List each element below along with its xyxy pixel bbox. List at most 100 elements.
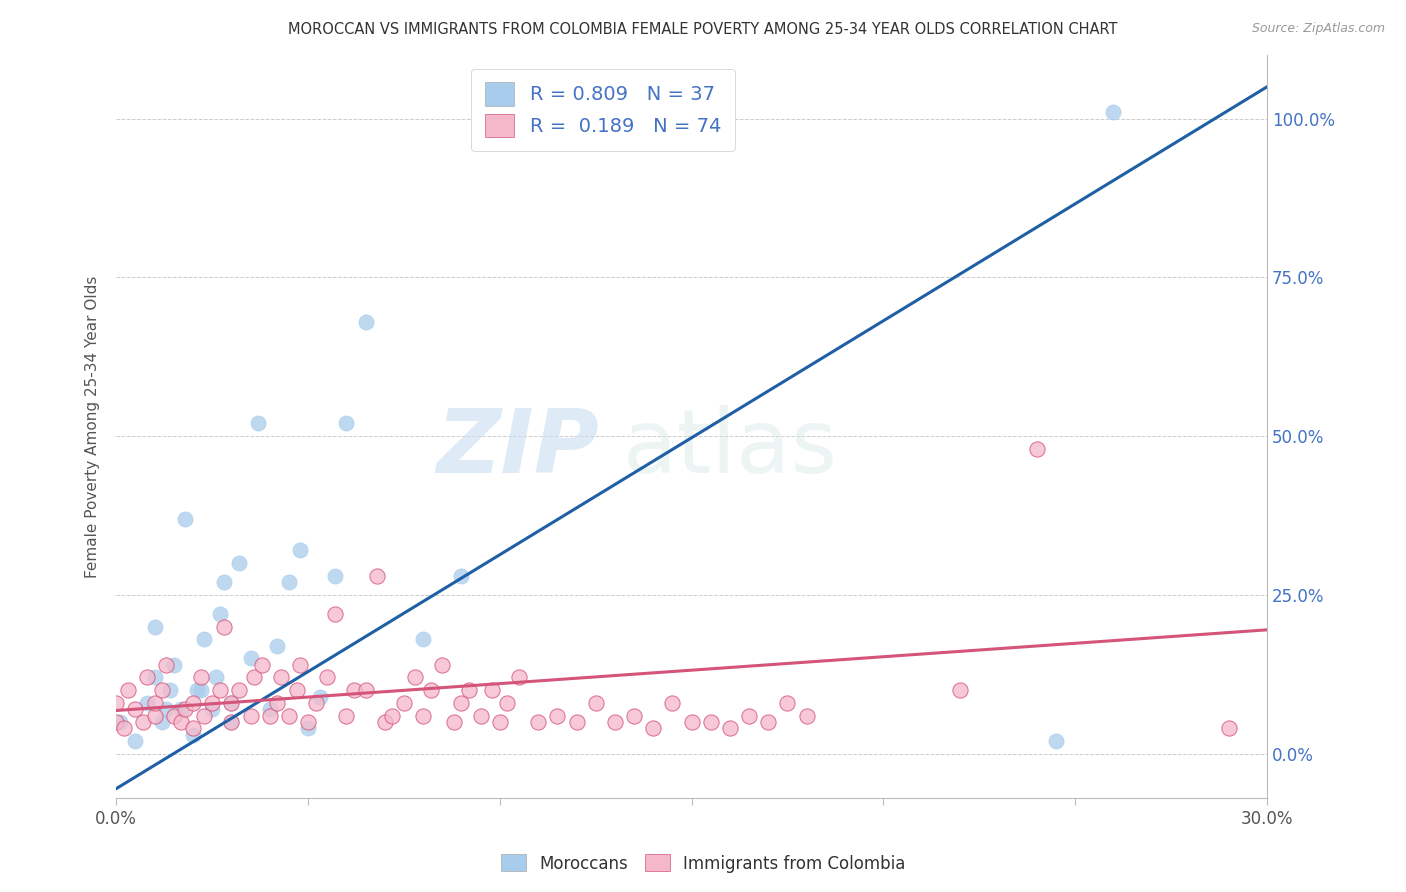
Point <box>392 696 415 710</box>
Point <box>208 683 231 698</box>
Point <box>277 575 299 590</box>
Point <box>221 714 243 729</box>
Point <box>290 657 312 672</box>
Point <box>661 696 683 710</box>
Point <box>239 708 262 723</box>
Point <box>450 696 472 710</box>
Point <box>174 512 197 526</box>
Point <box>643 721 665 735</box>
Legend: Moroccans, Immigrants from Colombia: Moroccans, Immigrants from Colombia <box>494 847 912 880</box>
Point <box>419 683 441 698</box>
Point <box>117 683 139 698</box>
Point <box>756 714 779 729</box>
Point <box>112 721 135 735</box>
Point <box>412 632 434 647</box>
Point <box>374 714 396 729</box>
Point <box>181 696 204 710</box>
Point <box>155 657 177 672</box>
Point <box>150 714 173 729</box>
Point <box>565 714 588 729</box>
Point <box>247 417 270 431</box>
Point <box>250 657 273 672</box>
Point <box>105 714 128 729</box>
Point <box>190 671 212 685</box>
Point <box>124 702 146 716</box>
Point <box>458 683 481 698</box>
Point <box>136 671 159 685</box>
Point <box>623 708 645 723</box>
Point <box>354 315 377 329</box>
Point <box>170 714 193 729</box>
Point <box>143 620 166 634</box>
Point <box>305 696 328 710</box>
Point <box>155 702 177 716</box>
Point <box>277 708 299 723</box>
Point <box>270 671 292 685</box>
Point <box>796 708 818 723</box>
Point <box>496 696 519 710</box>
Point <box>170 702 193 716</box>
Point <box>163 708 186 723</box>
Point <box>143 696 166 710</box>
Point <box>432 657 454 672</box>
Point <box>259 702 281 716</box>
Point <box>381 708 404 723</box>
Point <box>221 714 243 729</box>
Point <box>174 702 197 716</box>
Point <box>343 683 366 698</box>
Point <box>700 714 723 729</box>
Point <box>297 714 319 729</box>
Point <box>163 657 186 672</box>
Text: ZIP: ZIP <box>437 406 599 492</box>
Point <box>205 671 228 685</box>
Point <box>718 721 741 735</box>
Point <box>681 714 703 729</box>
Point <box>1045 734 1067 748</box>
Point <box>105 696 128 710</box>
Point <box>335 417 357 431</box>
Point <box>404 671 426 685</box>
Point <box>527 714 550 729</box>
Point <box>201 702 224 716</box>
Point <box>323 569 346 583</box>
Point <box>1218 721 1240 735</box>
Point <box>354 683 377 698</box>
Point <box>776 696 799 710</box>
Point <box>738 708 761 723</box>
Point <box>136 696 159 710</box>
Point <box>132 714 155 729</box>
Point <box>585 696 607 710</box>
Point <box>124 734 146 748</box>
Point <box>186 683 208 698</box>
Point <box>259 708 281 723</box>
Point <box>290 543 312 558</box>
Point <box>228 556 250 570</box>
Point <box>603 714 626 729</box>
Y-axis label: Female Poverty Among 25-34 Year Olds: Female Poverty Among 25-34 Year Olds <box>86 276 100 578</box>
Point <box>208 607 231 621</box>
Point <box>221 696 243 710</box>
Point <box>546 708 568 723</box>
Point <box>212 620 235 634</box>
Point <box>443 714 465 729</box>
Point <box>201 696 224 710</box>
Point <box>1025 442 1047 456</box>
Point <box>366 569 388 583</box>
Point <box>335 708 357 723</box>
Point <box>297 721 319 735</box>
Point <box>316 671 339 685</box>
Point <box>308 690 330 704</box>
Point <box>150 683 173 698</box>
Point <box>159 683 181 698</box>
Point <box>212 575 235 590</box>
Point <box>285 683 308 698</box>
Text: atlas: atlas <box>623 406 838 492</box>
Point <box>181 721 204 735</box>
Point <box>193 632 215 647</box>
Point <box>143 708 166 723</box>
Point <box>481 683 503 698</box>
Text: MOROCCAN VS IMMIGRANTS FROM COLOMBIA FEMALE POVERTY AMONG 25-34 YEAR OLDS CORREL: MOROCCAN VS IMMIGRANTS FROM COLOMBIA FEM… <box>288 22 1118 37</box>
Point <box>143 671 166 685</box>
Point <box>266 639 288 653</box>
Point <box>221 696 243 710</box>
